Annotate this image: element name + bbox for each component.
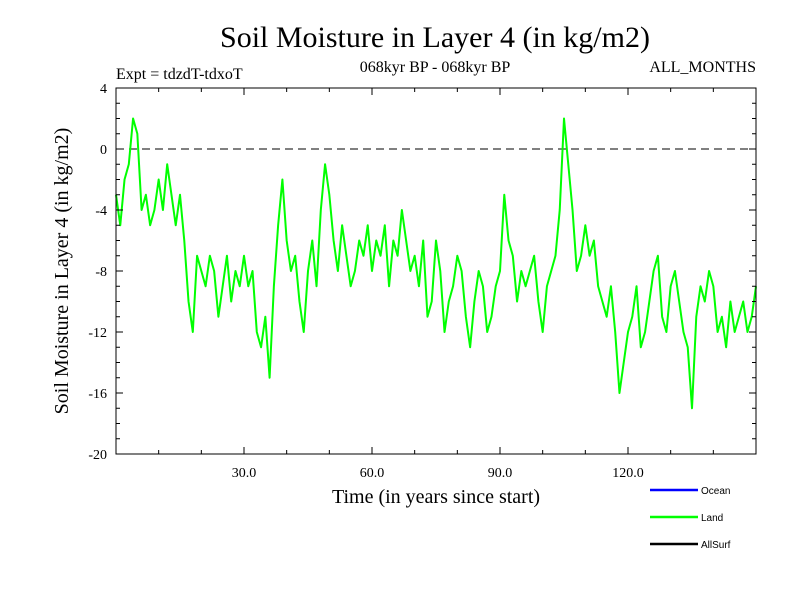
- legend-label-land: Land: [701, 513, 723, 524]
- plot-area: [115, 117, 757, 410]
- x-tick-label: 30.0: [232, 466, 257, 481]
- chart-title: Soil Moisture in Layer 4 (in kg/m2): [220, 21, 650, 54]
- x-axis-label: Time (in years since start): [332, 486, 540, 508]
- series-line-land: [115, 117, 757, 410]
- y-tick-label: -16: [88, 387, 107, 402]
- axis-ticks: 4 0 -4 -8 -12 -16 -20 30.0 60.0 90.0 120.0: [88, 82, 756, 481]
- x-tick-label: 120.0: [612, 466, 644, 481]
- y-tick-label: 0: [100, 143, 107, 158]
- y-tick-label: -20: [88, 448, 107, 463]
- y-tick-label: 4: [100, 82, 107, 97]
- legend: Ocean Land AllSurf: [650, 486, 731, 551]
- y-tick-label: -8: [95, 265, 107, 280]
- x-tick-label: 90.0: [488, 466, 513, 481]
- y-tick-label: -4: [95, 204, 107, 219]
- period-label: 068kyr BP - 068kyr BP: [360, 59, 511, 76]
- months-label: ALL_MONTHS: [649, 59, 756, 76]
- x-tick-label: 60.0: [360, 466, 385, 481]
- experiment-label: Expt = tdzdT-tdxoT: [116, 66, 243, 83]
- legend-label-ocean: Ocean: [701, 486, 730, 497]
- y-tick-label: -12: [88, 326, 107, 341]
- plot-frame: [115, 87, 757, 455]
- legend-label-allsurf: AllSurf: [701, 540, 731, 551]
- y-axis-label: Soil Moisture in Layer 4 (in kg/m2): [51, 128, 73, 415]
